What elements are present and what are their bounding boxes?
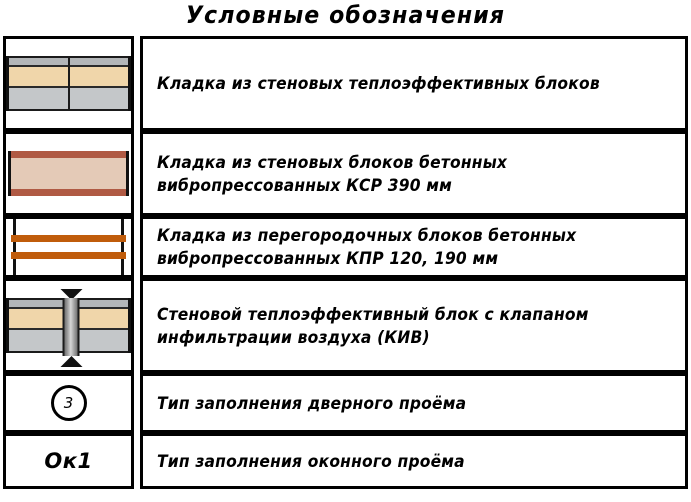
column-gap [134, 373, 140, 433]
description-cell: Стеновой теплоэффективный блок с клапано… [140, 278, 688, 373]
symbol-cell-ksr-block [3, 131, 134, 216]
thermo-block-with-valve-icon [6, 281, 131, 370]
column-gap [134, 131, 140, 216]
row-description: Тип заполнения дверного проёма [157, 393, 467, 413]
table-row: Кладка из стеновых теплоэффективных блок… [3, 36, 688, 131]
window-marker-icon: Ок1 [6, 436, 131, 486]
row-description-line2: вибропрессованных КПР 120, 190 мм [157, 249, 499, 268]
thermo-block-icon [6, 39, 131, 128]
column-gap [134, 36, 140, 131]
symbol-cell-window-marker: Ок1 [3, 433, 134, 489]
column-gap [134, 278, 140, 373]
table-row: Кладка из стеновых блоков бетонных вибро… [3, 131, 688, 216]
kpr-bars-icon [6, 219, 131, 275]
row-description-line1: Кладка из перегородочных блоков бетонных [157, 226, 577, 245]
table-row: Кладка из перегородочных блоков бетонных… [3, 216, 688, 278]
symbol-cell-kpr-bars [3, 216, 134, 278]
column-gap [134, 216, 140, 278]
row-description-line1: Кладка из стеновых блоков бетонных [157, 152, 508, 172]
symbol-cell-door-marker: 3 [3, 373, 134, 433]
column-gap [134, 433, 140, 489]
legend-table: Кладка из стеновых теплоэффективных блок… [3, 36, 688, 489]
row-description-line1: Стеновой теплоэффективный блок с клапано… [157, 304, 589, 324]
row-description: Кладка из стеновых теплоэффективных блок… [157, 74, 600, 93]
symbol-cell-thermo-block [3, 36, 134, 131]
description-cell: Тип заполнения дверного проёма [140, 373, 688, 433]
window-marker-label: Ок1 [44, 449, 93, 473]
description-cell: Кладка из стеновых теплоэффективных блок… [140, 36, 688, 131]
table-row: Стеновой теплоэффективный блок с клапано… [3, 278, 688, 373]
table-row: 3 Тип заполнения дверного проёма [3, 373, 688, 433]
row-description-line2: инфильтрации воздуха (КИВ) [157, 327, 430, 347]
description-cell: Кладка из перегородочных блоков бетонных… [140, 216, 688, 278]
description-cell: Кладка из стеновых блоков бетонных вибро… [140, 131, 688, 216]
door-marker-icon: 3 [6, 376, 131, 430]
row-description-line2: вибропрессованных КСР 390 мм [157, 175, 453, 195]
page-title: Условные обозначения [185, 1, 506, 29]
table-row: Ок1 Тип заполнения оконного проёма [3, 433, 688, 489]
description-cell: Тип заполнения оконного проёма [140, 433, 688, 489]
symbol-cell-thermo-block-valve [3, 278, 134, 373]
door-marker-label: 3 [50, 385, 87, 421]
ksr-block-icon [6, 134, 131, 213]
row-description: Тип заполнения оконного проёма [157, 451, 465, 471]
